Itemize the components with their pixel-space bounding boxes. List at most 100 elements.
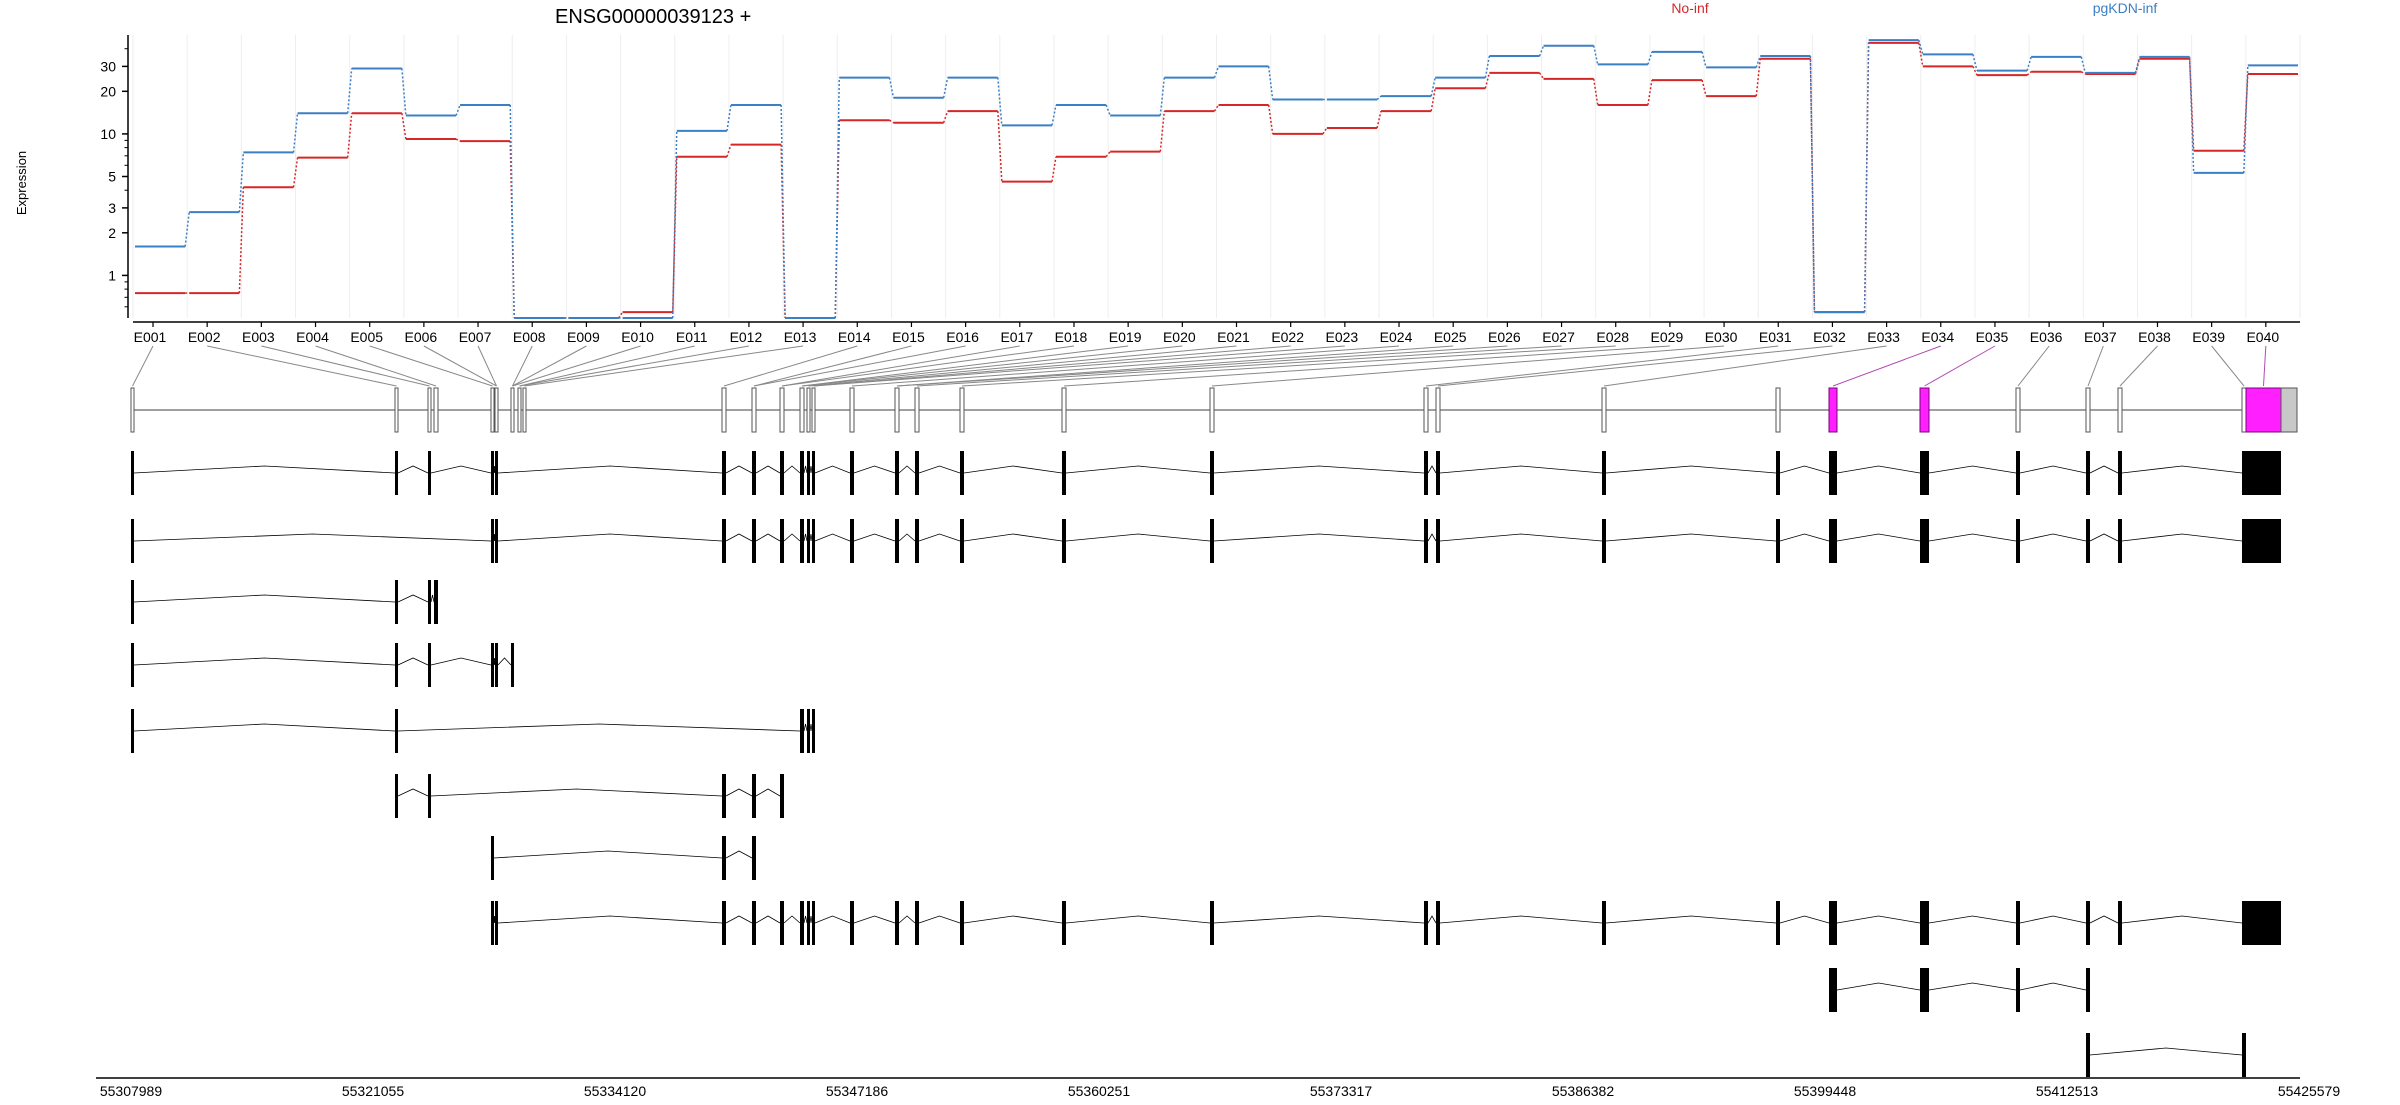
coordinate-tick-label: 55307989: [100, 1083, 163, 1099]
gene-exon: [849, 387, 855, 433]
intron: [809, 465, 813, 474]
coordinate-tick-label: 55425579: [2278, 1083, 2341, 1099]
x-tick-label: E004: [296, 329, 329, 345]
gene-exon: [1601, 387, 1607, 433]
transcript-exon: [752, 451, 756, 495]
x-tick-label: E039: [2192, 329, 2225, 345]
intron: [803, 465, 808, 474]
chart-title: ENSG00000039123 +: [555, 6, 751, 28]
intron: [1213, 465, 1425, 474]
gene-exon: [1423, 387, 1429, 433]
x-tick-label: E028: [1596, 329, 1629, 345]
x-tick-label: E020: [1163, 329, 1196, 345]
exon-connector: [813, 345, 1345, 387]
transcript-exon: [1424, 901, 1428, 945]
transcript-exon: [395, 451, 398, 495]
x-tick-label: E019: [1109, 329, 1142, 345]
x-tick-label: E014: [838, 329, 871, 345]
data-connector: [1592, 78, 1599, 106]
intron: [2089, 1047, 2243, 1056]
data-connector: [1267, 104, 1274, 135]
transcript-exon: [1424, 451, 1428, 495]
intron: [133, 594, 396, 603]
transcript-exon: [895, 451, 899, 495]
transcript-row: [131, 643, 514, 687]
exon-connector: [896, 345, 1508, 387]
transcript-exon: [1062, 519, 1066, 563]
gene-exon: [2280, 387, 2298, 433]
data-connector: [401, 113, 407, 140]
intron: [1439, 465, 1603, 474]
legend-no-inf: No-inf: [1671, 0, 1708, 16]
intron: [1779, 533, 1830, 542]
intron: [1213, 915, 1425, 924]
transcript-exon: [428, 451, 431, 495]
intron: [898, 465, 916, 474]
coordinate-tick-label: 55373317: [1310, 1083, 1373, 1099]
transcript-exon: [800, 901, 804, 945]
transcript-exon: [131, 519, 134, 563]
data-connector: [455, 104, 461, 116]
transcript-exon: [1062, 451, 1066, 495]
intron: [918, 533, 961, 542]
y-tick-label: 3: [108, 200, 116, 216]
transcript-exon: [2246, 901, 2281, 945]
data-connector: [672, 156, 678, 313]
data-connector: [617, 311, 624, 319]
x-tick-label: E005: [350, 329, 383, 345]
intron: [133, 657, 396, 666]
data-connector: [1376, 110, 1382, 129]
data-connector: [455, 138, 461, 142]
transcript-row: [1829, 968, 2090, 1012]
gene-exon: [1435, 387, 1441, 433]
data-connector: [1972, 66, 1978, 76]
coordinate-tick-label: 55334120: [584, 1083, 647, 1099]
gene-exon: [2015, 387, 2021, 433]
data-connector: [184, 212, 190, 247]
intron: [809, 915, 813, 924]
transcript-exon: [960, 901, 964, 945]
intron: [133, 723, 396, 732]
x-tick-label: E034: [1921, 329, 1954, 345]
x-tick-labels: E001 E002 E003 E004 E005 E006 E007 E008 E009 E010…: [134, 322, 2279, 345]
gene-exon: [130, 387, 135, 433]
transcript-exon: [491, 519, 494, 563]
transcript-exon: [722, 901, 726, 945]
data-connector: [292, 157, 299, 188]
transcript-exon: [2242, 1033, 2246, 1077]
transcript-exon: [807, 709, 810, 753]
transcript-exon: [131, 643, 134, 687]
coordinate-tick-label: 55412513: [2036, 1083, 2099, 1099]
exon-connector: [896, 345, 1454, 387]
transcript-exon: [2246, 451, 2281, 495]
transcript-exon: [812, 519, 815, 563]
transcript-exon: [2242, 519, 2246, 563]
transcript-exon: [1424, 519, 1428, 563]
y-tick-label: 2: [108, 225, 116, 241]
exon-connector: [851, 345, 1400, 387]
exon-connector: [524, 345, 804, 387]
intron: [2089, 915, 2119, 924]
gene-exon: [1209, 387, 1215, 433]
transcript-exon: [1602, 451, 1606, 495]
transcript-exon: [1210, 451, 1214, 495]
data-connector: [1051, 156, 1057, 182]
transcript-row: [131, 519, 2281, 563]
transcript-exon: [1436, 519, 1440, 563]
transcript-exon: [850, 519, 854, 563]
intron: [1439, 533, 1603, 542]
gene-exon: [1775, 387, 1781, 433]
intron: [783, 533, 801, 542]
intron: [2121, 533, 2243, 542]
gene-exon: [433, 387, 439, 433]
coordinate-tick-label: 55386382: [1552, 1083, 1615, 1099]
data-connector: [292, 113, 299, 153]
data-connector: [1213, 66, 1220, 78]
transcript-exon: [495, 451, 498, 495]
transcript-exon: [1920, 451, 1929, 495]
intron: [725, 850, 753, 859]
legend-pgkdn-inf: pgKDN-inf: [2093, 0, 2158, 16]
intron: [493, 657, 496, 666]
data-connector: [780, 105, 786, 319]
intron: [1427, 465, 1437, 474]
